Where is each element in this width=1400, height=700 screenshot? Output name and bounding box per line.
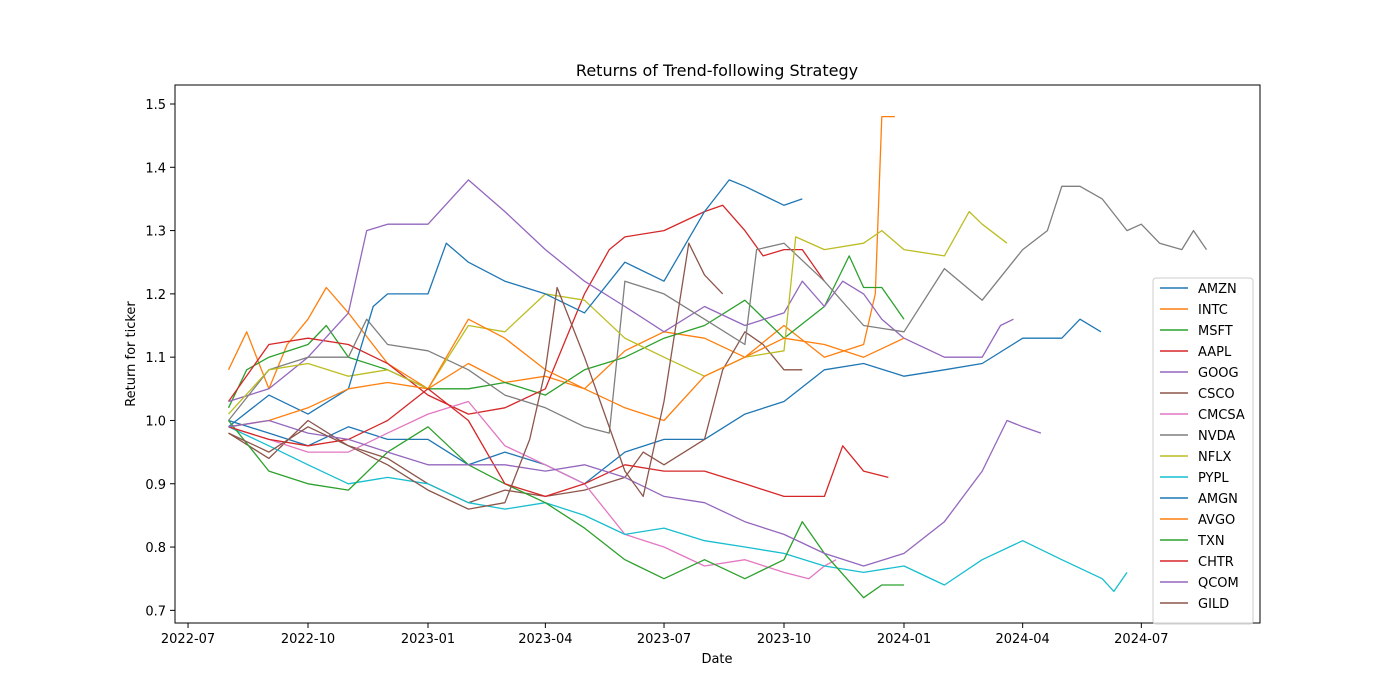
legend-label: INTC	[1198, 303, 1228, 318]
legend-label: CHTR	[1198, 555, 1234, 570]
series-line-amzn	[228, 318, 1102, 485]
series-line-txn	[227, 420, 904, 599]
y-tick-label: 1.1	[145, 351, 166, 366]
series-line-msft	[227, 255, 905, 409]
legend-label: CMCSA	[1198, 408, 1245, 423]
x-tick-label: 2023-01	[401, 632, 455, 647]
legend-label: AVGO	[1198, 513, 1235, 528]
x-tick-label: 2022-07	[161, 632, 215, 647]
legend-label: GILD	[1198, 597, 1229, 612]
y-tick-label: 1.3	[145, 225, 166, 240]
y-tick-label: 1.5	[145, 98, 166, 113]
x-tick-label: 2022-10	[281, 632, 335, 647]
series-line-avgo	[228, 318, 905, 428]
series-line-intc	[227, 115, 895, 390]
series-line-goog	[228, 179, 1014, 403]
legend-label: AMZN	[1198, 282, 1237, 297]
series-line-aapl	[227, 204, 825, 415]
legend-label: QCOM	[1198, 576, 1239, 591]
chart-title: Returns of Trend-following Strategy	[576, 61, 858, 80]
x-tick-label: 2023-10	[757, 632, 811, 647]
legend-label: AMGN	[1198, 492, 1238, 507]
axes-frame	[174, 84, 1261, 624]
y-tick-label: 0.7	[145, 604, 166, 619]
legend-label: CSCO	[1198, 387, 1235, 402]
legend-box	[1152, 277, 1254, 625]
legend-label: AAPL	[1198, 345, 1232, 360]
y-tick-label: 0.8	[145, 541, 166, 556]
x-tick-label: 2024-01	[877, 632, 931, 647]
legend-label: GOOG	[1198, 366, 1239, 381]
series-line-nvda	[227, 185, 1208, 434]
series-line-cmcsa	[228, 400, 837, 580]
x-tick-label: 2023-04	[518, 632, 572, 647]
series-line-gild	[228, 242, 724, 510]
legend: AMZN INTC MSFT AAPL GOOG CSCO CMCSA NVDA NFLX PYP…	[1152, 277, 1254, 625]
series-line-qcom	[228, 419, 1042, 567]
x-tick-label: 2024-04	[995, 632, 1049, 647]
y-tick-label: 0.9	[145, 478, 166, 493]
series-line-nflx	[228, 210, 1008, 415]
legend-label: NVDA	[1198, 429, 1235, 444]
legend-label: MSFT	[1198, 324, 1233, 339]
series-line-pypl	[228, 426, 1128, 593]
y-tick-label: 1.2	[145, 288, 166, 303]
y-tick-label: 1.4	[145, 161, 166, 176]
y-axis-title: Return for ticker	[124, 301, 139, 407]
y-tick-label: 1.0	[145, 414, 166, 429]
x-axis-title: Date	[701, 652, 732, 667]
x-tick-label: 2024-07	[1114, 632, 1168, 647]
plot-area	[227, 115, 1208, 599]
x-axis: 2022-07 2022-10 2023-01 2023-04 2023-07 2023-…	[161, 623, 1168, 647]
legend-label: PYPL	[1198, 471, 1229, 486]
x-tick-label: 2023-07	[637, 632, 691, 647]
y-axis: 0.7 0.8 0.9 1.0 1.1 1.2 1.3 1.4 1.5	[145, 98, 175, 619]
legend-label: TXN	[1197, 534, 1225, 549]
legend-label: NFLX	[1198, 450, 1231, 465]
